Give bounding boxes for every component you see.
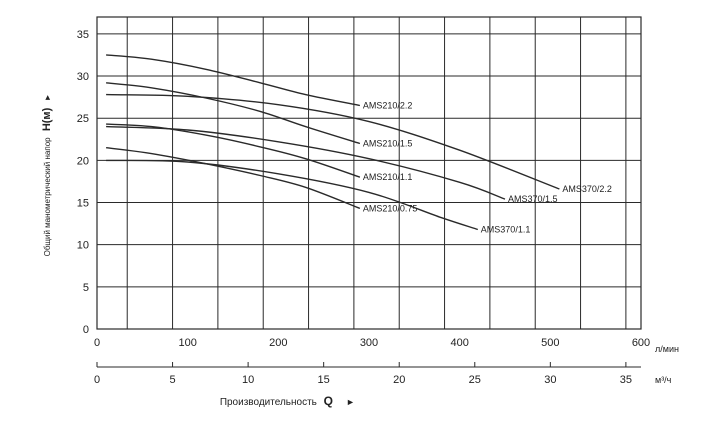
x-axis-title-symbol: Q [324,394,333,408]
x-axis-title-text: Производительность [220,397,317,408]
curve-label: AMS370/2.2 [562,184,612,194]
curve-label: AMS370/1.1 [481,225,531,235]
curve-ams210-2-2 [106,54,361,107]
x2-tick-label: 5 [169,374,175,386]
y-tick-label: 5 [83,282,89,294]
y-tick-labels: 0 5 10 15 20 25 30 35 [77,29,89,336]
y-axis-arrow: ► [43,94,52,102]
svg-text:Производительность Q: Производительность Q [220,394,333,408]
x-axis-title: Производительность Q ► [220,394,355,408]
y-axis-title: Общий манометрический напор H(м) ► [41,94,53,257]
y-axis-title-symbol: H(м) [41,107,53,131]
x-tick-label: 500 [541,337,559,349]
curve-ams370-1-5 [106,125,506,200]
curve-ams210-1-5 [106,82,361,145]
y-tick-label: 15 [77,198,89,210]
curve-label: AMS210/1.1 [363,172,413,182]
curve-label: AMS210/1.5 [363,139,413,149]
y-tick-label: 0 [83,324,89,336]
svg-text:Общий манометрический напор: Общий манометрический напор H(м) ► [41,94,53,257]
x2-tick-label: 25 [469,374,481,386]
x-tick-labels: 0 100 200 300 400 500 600 [94,337,650,349]
x-axis-arrow: ► [346,397,355,407]
x2-tick-label: 10 [242,374,254,386]
curves [106,54,560,231]
x-unit-secondary: м³/ч [655,375,672,385]
x-tick-label: 0 [94,337,100,349]
curve-ams370-1-1 [106,159,479,231]
curve-labels: AMS210/2.2 AMS210/1.5 AMS210/1.1 AMS210/0.7… [363,101,612,235]
curve-ams370-2-2 [106,93,560,190]
curve-ams210-1-1 [106,123,361,178]
x-tick-label: 200 [269,337,287,349]
x2-tick-label: 30 [544,374,556,386]
curve-label: AMS370/1.5 [508,194,558,204]
x2-tick-label: 15 [318,374,330,386]
y-tick-label: 20 [77,155,89,167]
y-tick-label: 25 [77,113,89,125]
y-axis-title-text: Общий манометрический напор [43,137,52,257]
x2-tick-label: 20 [393,374,405,386]
x2-tick-label: 0 [94,374,100,386]
x-tick-label: 300 [360,337,378,349]
x-tick-label: 600 [632,337,650,349]
x-unit-primary: л/мин [655,344,679,354]
y-tick-label: 30 [77,71,89,83]
x-tick-label: 400 [450,337,468,349]
y-tick-label: 10 [77,240,89,252]
secondary-x-axis [96,362,641,368]
x2-tick-label: 35 [620,374,632,386]
x-tick-label: 100 [178,337,196,349]
x2-tick-labels: 0 5 10 15 20 25 30 35 [94,374,632,386]
y-tick-label: 35 [77,29,89,41]
curve-label: AMS210/2.2 [363,101,413,111]
curve-label: AMS210/0.75 [363,203,418,213]
curve-ams210-0-75 [106,147,361,210]
